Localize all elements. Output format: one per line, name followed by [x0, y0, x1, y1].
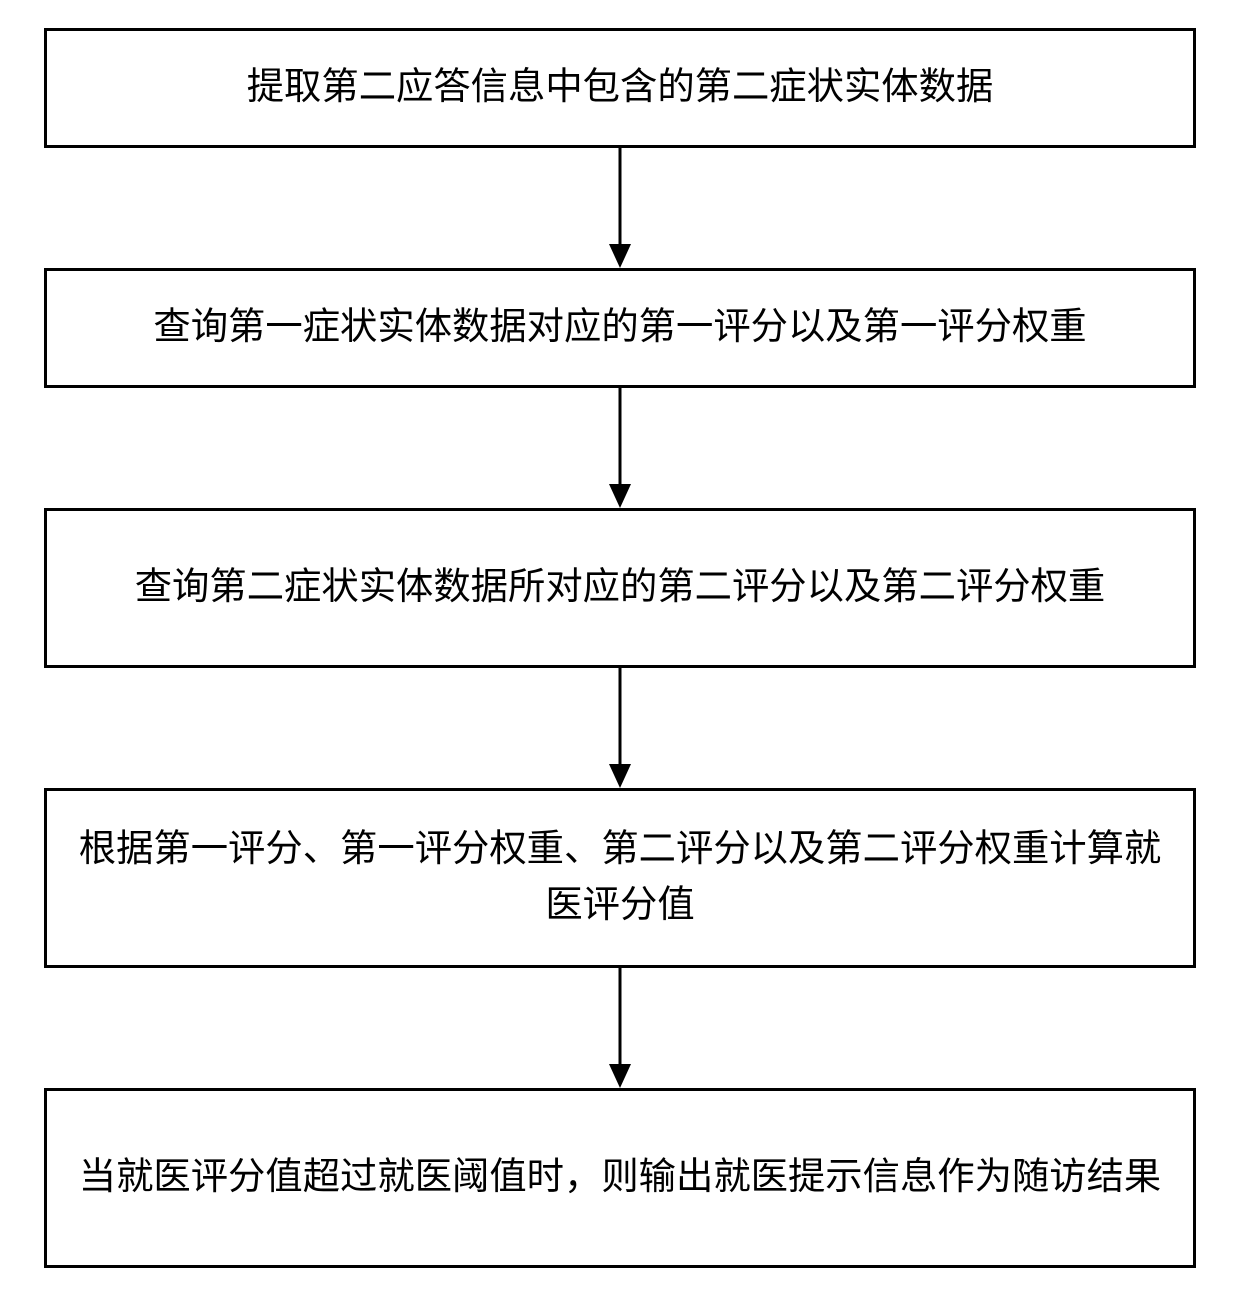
node-label: 根据第一评分、第一评分权重、第二评分以及第二评分权重计算就医评分值	[67, 822, 1173, 934]
node-label: 查询第一症状实体数据对应的第一评分以及第一评分权重	[153, 300, 1086, 356]
node-label: 查询第二症状实体数据所对应的第二评分以及第二评分权重	[135, 560, 1106, 616]
node-label: 提取第二应答信息中包含的第二症状实体数据	[247, 60, 994, 116]
node-label: 当就医评分值超过就医阈值时，则输出就医提示信息作为随访结果	[79, 1150, 1162, 1206]
flowchart-node: 当就医评分值超过就医阈值时，则输出就医提示信息作为随访结果	[44, 1088, 1196, 1268]
edge-arrowhead	[609, 1064, 631, 1088]
edge-arrowhead	[609, 484, 631, 508]
flowchart-node: 查询第二症状实体数据所对应的第二评分以及第二评分权重	[44, 508, 1196, 668]
flowchart-node: 根据第一评分、第一评分权重、第二评分以及第二评分权重计算就医评分值	[44, 788, 1196, 968]
edge-arrowhead	[609, 244, 631, 268]
flowchart-node: 提取第二应答信息中包含的第二症状实体数据	[44, 28, 1196, 148]
edge-arrowhead	[609, 764, 631, 788]
flowchart-canvas: 提取第二应答信息中包含的第二症状实体数据查询第一症状实体数据对应的第一评分以及第…	[0, 0, 1240, 1302]
flowchart-node: 查询第一症状实体数据对应的第一评分以及第一评分权重	[44, 268, 1196, 388]
